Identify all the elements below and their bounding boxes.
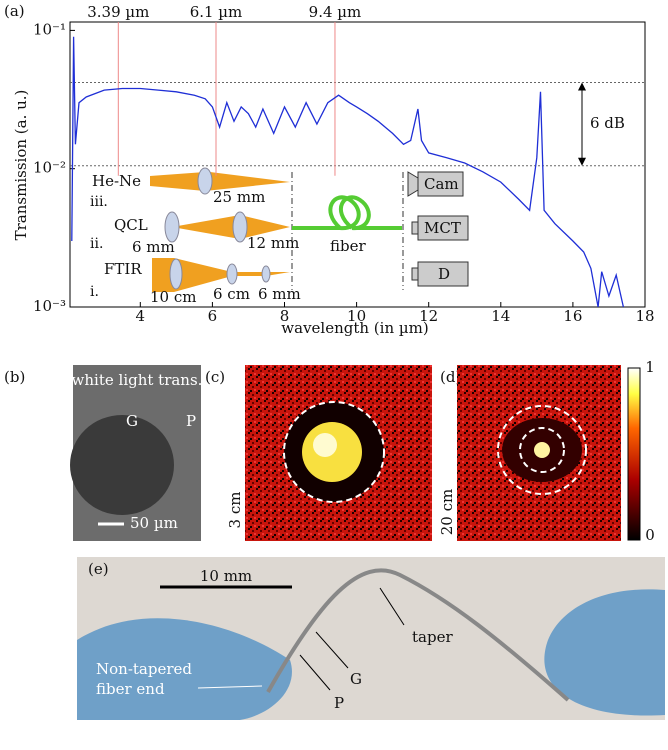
camera-lens [408, 172, 418, 196]
label: ii. [90, 236, 103, 252]
label: 6 mm [258, 285, 301, 303]
y-tick-label: 10⁻² [33, 159, 66, 177]
label: iii. [90, 194, 108, 210]
x-tick-label: 14 [491, 307, 510, 325]
label: 25 mm [213, 188, 265, 206]
label: P [334, 694, 344, 712]
scale-label: 50 µm [130, 514, 178, 532]
panel-label: (b) [4, 368, 25, 386]
x-tick-label: 12 [419, 307, 438, 325]
y-tick-label: 10⁻³ [33, 297, 66, 315]
x-tick-label: 10 [347, 307, 366, 325]
x-tick-label: 18 [635, 307, 654, 325]
x-tick-label: 8 [280, 307, 290, 325]
spot [534, 442, 550, 458]
x-tick-label: 16 [563, 307, 582, 325]
label: i. [90, 284, 99, 300]
distance: 3 cm [226, 492, 244, 529]
label: 6 cm [213, 285, 250, 303]
lens [233, 212, 247, 242]
marker-label: 9.4 µm [309, 3, 362, 21]
marker-label: 3.39 µm [87, 3, 149, 21]
arrow-head [578, 158, 586, 166]
label: QCL [114, 216, 148, 234]
lens [227, 264, 237, 284]
colorbar-label: 0 [645, 526, 655, 544]
label: Cam [424, 175, 459, 193]
x-tick-label: 4 [136, 307, 146, 325]
label: 12 mm [247, 234, 299, 252]
distance: 20 cm [438, 489, 456, 535]
label: taper [412, 628, 453, 646]
panel-label: (c) [205, 368, 225, 386]
label: P [186, 412, 196, 430]
y-tick-label: 10⁻¹ [33, 20, 66, 38]
colorbar [628, 368, 640, 540]
lens [170, 259, 182, 289]
y-axis-label: Transmission (a. u.) [12, 90, 30, 241]
label: 6 mm [132, 238, 175, 256]
core [70, 415, 174, 515]
caption: white light trans. [72, 371, 203, 389]
panel-label: (e) [88, 560, 109, 578]
label: D [438, 265, 450, 283]
schematic: He-Ne iii. 25 mm QCL ii. 6 mm 12 mm FTIR… [90, 168, 468, 306]
scale-label: 10 mm [200, 567, 252, 585]
label: 10 cm [150, 288, 196, 306]
marker-label: 6.1 µm [190, 3, 243, 21]
fiber-coil [292, 197, 402, 228]
arrow-head [578, 83, 586, 91]
label: fiber [330, 237, 366, 255]
label: Non-tapered [96, 660, 192, 678]
x-tick-label: 6 [208, 307, 218, 325]
label: FTIR [104, 260, 142, 278]
lens [198, 168, 212, 194]
detector-window [412, 222, 418, 234]
spot [313, 433, 337, 457]
label: G [126, 412, 138, 430]
panel-label: (a) [4, 2, 25, 20]
db-label: 6 dB [590, 114, 625, 132]
label: MCT [424, 219, 461, 237]
figure: (a) wavelength (in µm) Transmission (a. … [0, 0, 668, 746]
label: fiber end [96, 680, 165, 698]
label: G [350, 670, 362, 688]
label: He-Ne [92, 172, 141, 190]
lens [262, 266, 270, 282]
detector-window [412, 268, 418, 280]
colorbar-label: 1 [645, 358, 655, 376]
